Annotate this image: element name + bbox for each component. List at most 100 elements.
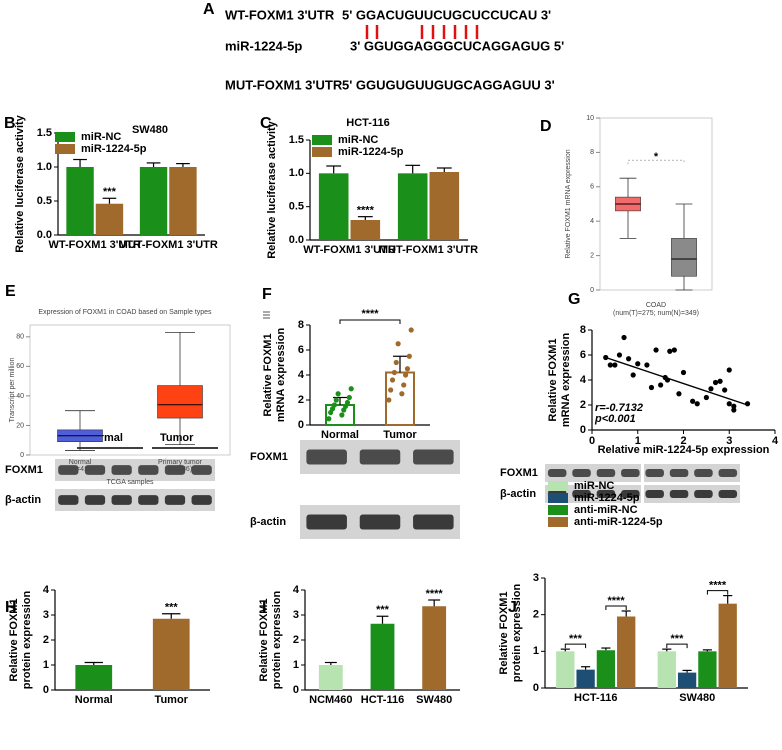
y-axis-label: Relative FOXM1 — [8, 598, 20, 681]
y-tick-label: 6 — [298, 344, 304, 356]
y-tick-label: 2 — [293, 634, 299, 646]
chart-title: Expression of FOXM1 in COAD based on Sam… — [38, 309, 212, 316]
chart-title: SW480 — [132, 124, 168, 136]
panel-label: B — [4, 115, 16, 132]
blot-band — [621, 490, 640, 498]
data-point — [399, 391, 405, 397]
legend-swatch — [548, 505, 568, 515]
panel-label: C — [260, 115, 272, 132]
y-tick-label: 0.5 — [289, 201, 304, 213]
y-tick-label: 8 — [298, 319, 304, 331]
blot-band — [164, 495, 186, 505]
significance: **** — [357, 205, 375, 217]
blot-band — [58, 465, 79, 475]
significance: * — [654, 151, 659, 163]
y-axis-label: protein expression — [21, 591, 33, 690]
x-tick-label: HCT-116 — [574, 692, 617, 704]
row-label: FOXM1 — [250, 451, 288, 463]
x-axis-label: TCGA samples — [106, 479, 154, 486]
panel-label: G — [568, 291, 580, 308]
bar — [556, 651, 575, 688]
y-tick-label: 4 — [293, 584, 300, 596]
bar — [596, 650, 616, 688]
x-tick-label: Normal — [75, 694, 113, 706]
y-tick-label: 1 — [533, 645, 539, 657]
x-tick-label: HCT-116 — [361, 694, 404, 706]
significance: **** — [709, 580, 727, 592]
blot-band — [111, 465, 132, 475]
blot-band — [138, 465, 159, 475]
stat-annotation: p<0.001 — [594, 413, 636, 425]
y-tick-label: 6 — [590, 184, 594, 191]
data-point — [335, 391, 341, 397]
y-tick-label: 4 — [43, 584, 50, 596]
y-tick-label: 0 — [293, 684, 299, 696]
data-point — [680, 369, 687, 376]
axis-note: (num(T)=275; num(N)=349) — [613, 310, 699, 317]
legend-swatch — [312, 135, 332, 145]
blot-band — [191, 465, 212, 475]
data-point — [395, 341, 401, 347]
y-tick-label: 1.0 — [289, 167, 304, 179]
x-axis-label: Relative miR-1224-5p expression — [598, 444, 770, 456]
bar — [698, 651, 717, 688]
y-tick-label: 0 — [20, 452, 24, 459]
data-point — [333, 397, 339, 403]
x-tick-label: SW480 — [416, 694, 452, 706]
mut-label: MUT-FOXM1 3'UTR — [225, 77, 343, 92]
y-tick-label: 4 — [298, 369, 305, 381]
blot-band — [359, 449, 401, 465]
row-label: β-actin — [500, 488, 536, 500]
x-tick-label: 2 — [680, 435, 686, 447]
significance: **** — [426, 588, 444, 600]
x-tick-label: NCM460 — [309, 694, 352, 706]
fit-line — [605, 356, 748, 406]
blot-band — [669, 490, 689, 498]
blot-band — [669, 469, 689, 477]
blot-band — [596, 469, 616, 477]
y-tick-label: 2 — [298, 394, 304, 406]
data-point — [703, 394, 709, 401]
data-point — [658, 382, 664, 388]
data-point — [607, 362, 613, 368]
y-axis-label: Relative luciferase activity — [14, 114, 26, 252]
data-point — [630, 372, 636, 378]
data-point — [626, 356, 632, 362]
data-point — [404, 366, 411, 372]
data-point — [331, 402, 337, 408]
bar — [429, 172, 460, 240]
y-tick-label: 0.0 — [289, 234, 304, 246]
blot-band — [111, 495, 132, 505]
x-axis-label: COAD — [646, 302, 666, 309]
y-axis-label: mRNA expression — [560, 333, 572, 428]
legend-label: miR-NC — [338, 134, 378, 146]
blot-band — [306, 514, 347, 530]
y-axis-label: Relative FOXM1 — [498, 591, 510, 674]
bar — [169, 167, 197, 235]
blot-strip — [55, 459, 215, 481]
data-point — [388, 387, 394, 393]
data-point — [708, 386, 714, 392]
bar — [152, 618, 190, 690]
y-tick-label: 2 — [590, 252, 594, 259]
significance: *** — [103, 186, 117, 198]
y-axis-label: Relative luciferase activity — [266, 120, 278, 258]
y-axis-label: mRNA expression — [275, 328, 287, 423]
data-point — [401, 382, 407, 388]
data-point — [717, 378, 723, 384]
data-point — [403, 372, 409, 378]
y-tick-label: 0 — [43, 684, 49, 696]
data-point — [731, 407, 737, 413]
bar — [350, 220, 381, 240]
row-label: β-actin — [5, 494, 41, 506]
y-tick-label: 10 — [586, 115, 594, 122]
blot-band — [718, 469, 738, 477]
panel-label: H — [5, 599, 17, 616]
data-point — [694, 401, 700, 407]
data-point — [346, 394, 352, 401]
blot-band — [596, 490, 616, 498]
x-tick-label: Normal — [321, 429, 359, 441]
data-point — [616, 352, 623, 358]
data-point — [644, 362, 650, 368]
